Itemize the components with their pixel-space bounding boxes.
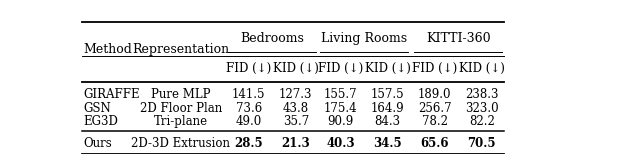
Text: Representation: Representation bbox=[132, 43, 229, 56]
Text: 28.5: 28.5 bbox=[234, 137, 263, 150]
Text: 40.3: 40.3 bbox=[326, 137, 355, 150]
Text: 90.9: 90.9 bbox=[327, 115, 353, 128]
Text: FID (↓): FID (↓) bbox=[318, 62, 363, 75]
Text: 43.8: 43.8 bbox=[283, 101, 309, 115]
Text: KID (↓): KID (↓) bbox=[365, 62, 410, 75]
Text: Bedrooms: Bedrooms bbox=[240, 32, 304, 45]
Text: 141.5: 141.5 bbox=[232, 88, 266, 101]
Text: 65.6: 65.6 bbox=[420, 137, 449, 150]
Text: 34.5: 34.5 bbox=[373, 137, 402, 150]
Text: KID (↓): KID (↓) bbox=[273, 62, 319, 75]
Text: Living Rooms: Living Rooms bbox=[321, 32, 407, 45]
Text: 256.7: 256.7 bbox=[418, 101, 451, 115]
Text: Pure MLP: Pure MLP bbox=[151, 88, 211, 101]
Text: 2D-3D Extrusion: 2D-3D Extrusion bbox=[131, 137, 230, 150]
Text: KITTI-360: KITTI-360 bbox=[426, 32, 490, 45]
Text: 49.0: 49.0 bbox=[236, 115, 262, 128]
Text: 323.0: 323.0 bbox=[465, 101, 499, 115]
Text: 35.7: 35.7 bbox=[283, 115, 309, 128]
Text: 84.3: 84.3 bbox=[374, 115, 401, 128]
Text: Tri-plane: Tri-plane bbox=[154, 115, 208, 128]
Text: EG3D: EG3D bbox=[83, 115, 118, 128]
Text: 164.9: 164.9 bbox=[371, 101, 404, 115]
Text: 70.5: 70.5 bbox=[467, 137, 496, 150]
Text: FID (↓): FID (↓) bbox=[226, 62, 271, 75]
Text: 157.5: 157.5 bbox=[371, 88, 404, 101]
Text: FID (↓): FID (↓) bbox=[412, 62, 457, 75]
Text: 2D Floor Plan: 2D Floor Plan bbox=[140, 101, 222, 115]
Text: GIRAFFE: GIRAFFE bbox=[83, 88, 140, 101]
Text: 238.3: 238.3 bbox=[465, 88, 499, 101]
Text: 21.3: 21.3 bbox=[282, 137, 310, 150]
Text: 78.2: 78.2 bbox=[422, 115, 447, 128]
Text: 155.7: 155.7 bbox=[324, 88, 357, 101]
Text: KID (↓): KID (↓) bbox=[459, 62, 505, 75]
Text: 189.0: 189.0 bbox=[418, 88, 451, 101]
Text: Method: Method bbox=[83, 43, 132, 56]
Text: Ours: Ours bbox=[83, 137, 112, 150]
Text: 82.2: 82.2 bbox=[469, 115, 495, 128]
Text: GSN: GSN bbox=[83, 101, 111, 115]
Text: 127.3: 127.3 bbox=[279, 88, 312, 101]
Text: 175.4: 175.4 bbox=[324, 101, 357, 115]
Text: 73.6: 73.6 bbox=[236, 101, 262, 115]
